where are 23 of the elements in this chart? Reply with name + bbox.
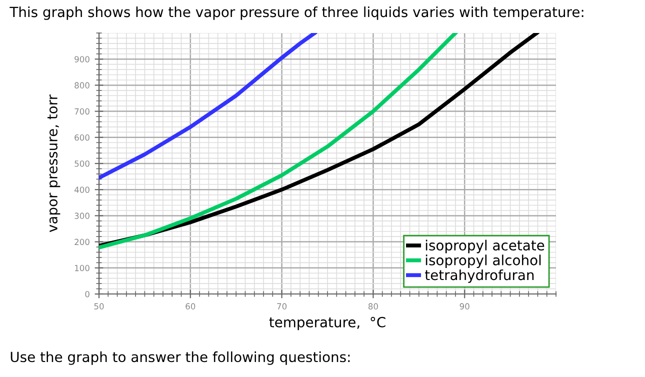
x-tick-label: 90 xyxy=(460,303,470,310)
y-tick-label: 400 xyxy=(74,186,90,193)
y-tick-label: 500 xyxy=(74,160,90,167)
text: Use the graph to answer the following questions: xyxy=(10,351,350,365)
y-axis-title: vapor pressure, torr xyxy=(48,94,60,232)
x-axis-title: temperature, °C xyxy=(269,316,386,330)
y-tick-label: 900 xyxy=(74,56,90,62)
x-tick-label: 70 xyxy=(277,303,287,310)
x-tick-label: 60 xyxy=(186,303,196,310)
y-tick-label: 600 xyxy=(74,134,90,141)
legend-label: tetrahydrofuran xyxy=(425,269,534,283)
y-tick-label: 200 xyxy=(74,238,90,246)
x-tick-label: 50 xyxy=(94,303,104,310)
legend-label: isopropyl acetate xyxy=(426,240,544,254)
x-tick-label: 80 xyxy=(368,303,378,310)
y-tick-label: 0 xyxy=(85,290,90,298)
y-tick-label: 700 xyxy=(74,108,90,115)
y-tick-label: 800 xyxy=(74,82,90,88)
y-tick-label: 100 xyxy=(74,264,90,272)
y-tick-label: 300 xyxy=(74,212,90,219)
line-series xyxy=(99,33,317,180)
legend-label: isopropyl alcohol xyxy=(426,254,541,268)
chart-title: This graph shows how the vapor pressure of three liquids varies with temperature: xyxy=(10,6,584,20)
